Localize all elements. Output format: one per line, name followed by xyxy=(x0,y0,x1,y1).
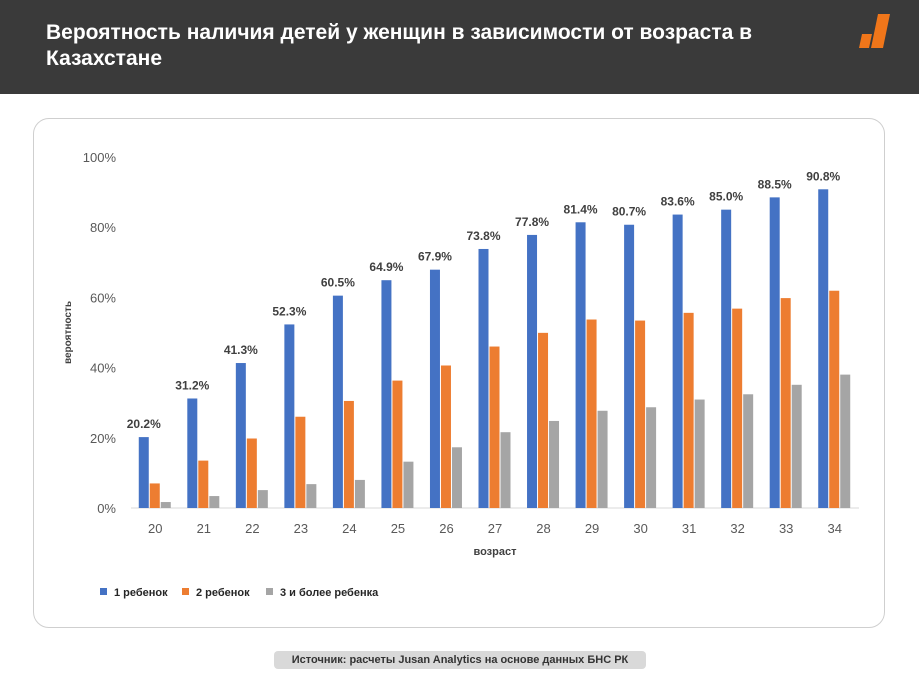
chart-card: 0% 20% 40% 60% 80% 100% 20.2% 31.2% 41.3% 52.3% 60… xyxy=(33,118,885,628)
x-tick-label: 25 xyxy=(391,521,405,536)
y-tick-label: 0% xyxy=(97,501,116,516)
bar-1-30 xyxy=(624,224,635,509)
data-label: 64.9% xyxy=(369,260,403,274)
bar-3-21 xyxy=(209,496,220,508)
bar-1-24 xyxy=(332,295,343,508)
bar-3-22 xyxy=(257,490,268,508)
bar-3-29 xyxy=(597,410,608,508)
bar-3-34 xyxy=(840,374,851,508)
legend-label: 3 и более ребенка xyxy=(280,587,379,599)
bar-2-21 xyxy=(198,460,209,508)
data-label: 88.5% xyxy=(758,177,792,191)
bar-1-34 xyxy=(818,189,829,508)
x-tick-label: 28 xyxy=(536,521,550,536)
y-tick-label: 100% xyxy=(83,150,117,165)
bar-1-32 xyxy=(721,209,732,508)
x-axis-title: возраст xyxy=(473,546,517,558)
bar-2-24 xyxy=(343,400,354,508)
brand-logo-icon xyxy=(859,14,890,48)
bar-2-34 xyxy=(829,290,840,508)
bar-chart: 0% 20% 40% 60% 80% 100% 20.2% 31.2% 41.3% 52.3% 60… xyxy=(63,150,859,599)
y-tick-label: 80% xyxy=(90,220,116,235)
bar-2-31 xyxy=(683,312,694,508)
bar-2-23 xyxy=(295,416,306,508)
x-tick-label: 32 xyxy=(730,521,744,536)
bar-2-32 xyxy=(732,308,743,508)
legend-swatch xyxy=(182,588,189,595)
bar-1-31 xyxy=(672,214,683,508)
bar-3-26 xyxy=(451,447,462,508)
data-label: 90.8% xyxy=(806,169,840,183)
bar-3-31 xyxy=(694,399,705,508)
bar-1-21 xyxy=(187,398,198,508)
header: Вероятность наличия детей у женщин в зав… xyxy=(0,0,919,94)
x-tick-label: 33 xyxy=(779,521,793,536)
x-tick-label: 27 xyxy=(488,521,502,536)
x-tick-label: 21 xyxy=(197,521,211,536)
legend-swatch xyxy=(100,588,107,595)
source-note: Источник: расчеты Jusan Analytics на осн… xyxy=(274,651,646,669)
page-title: Вероятность наличия детей у женщин в зав… xyxy=(46,21,753,70)
y-tick-label: 20% xyxy=(90,431,116,446)
legend-swatch xyxy=(266,588,273,595)
data-label: 77.8% xyxy=(515,215,549,229)
bar-1-22 xyxy=(235,363,246,508)
bar-2-29 xyxy=(586,319,597,508)
bar-2-33 xyxy=(780,298,791,508)
data-label: 85.0% xyxy=(709,190,743,204)
bar-1-28 xyxy=(527,234,538,508)
x-tick-label: 20 xyxy=(148,521,162,536)
bar-1-33 xyxy=(769,197,780,508)
bar-3-24 xyxy=(354,479,365,508)
bar-1-26 xyxy=(429,269,440,508)
x-tick-label: 22 xyxy=(245,521,259,536)
x-tick-label: 31 xyxy=(682,521,696,536)
data-label: 80.7% xyxy=(612,205,646,219)
x-tick-label: 30 xyxy=(633,521,647,536)
bar-2-27 xyxy=(489,346,500,508)
data-label: 20.2% xyxy=(127,417,161,431)
legend-label: 2 ребенок xyxy=(196,587,250,599)
bar-1-23 xyxy=(284,324,295,508)
bar-3-28 xyxy=(549,420,560,508)
bar-3-32 xyxy=(743,394,754,508)
x-tick-label: 24 xyxy=(342,521,356,536)
bar-2-20 xyxy=(149,483,160,508)
bar-1-29 xyxy=(575,222,586,508)
bar-2-30 xyxy=(635,320,646,508)
bar-3-20 xyxy=(160,502,171,508)
data-label: 83.6% xyxy=(661,195,695,209)
bar-1-25 xyxy=(381,280,392,508)
y-axis-title: вероятность xyxy=(63,301,74,364)
x-tick-label: 26 xyxy=(439,521,453,536)
data-label: 73.8% xyxy=(466,229,500,243)
data-label: 52.3% xyxy=(272,304,306,318)
y-tick-label: 60% xyxy=(90,290,116,305)
bar-3-23 xyxy=(306,484,317,508)
bar-2-26 xyxy=(440,365,451,508)
x-tick-label: 23 xyxy=(294,521,308,536)
x-tick-label: 34 xyxy=(827,521,841,536)
bar-3-30 xyxy=(646,407,657,508)
data-label: 31.2% xyxy=(175,378,209,392)
data-label: 67.9% xyxy=(418,250,452,264)
data-label: 81.4% xyxy=(564,202,598,216)
bar-3-27 xyxy=(500,432,511,508)
data-label: 60.5% xyxy=(321,276,355,290)
bar-3-25 xyxy=(403,461,414,508)
bar-1-20 xyxy=(138,437,149,508)
bar-2-22 xyxy=(246,438,257,508)
legend-label: 1 ребенок xyxy=(114,587,168,599)
bar-2-28 xyxy=(538,332,549,508)
x-tick-label: 29 xyxy=(585,521,599,536)
bar-1-27 xyxy=(478,248,489,508)
bar-3-33 xyxy=(791,384,802,508)
data-label: 41.3% xyxy=(224,343,258,357)
bar-2-25 xyxy=(392,380,403,508)
y-tick-label: 40% xyxy=(90,361,116,376)
